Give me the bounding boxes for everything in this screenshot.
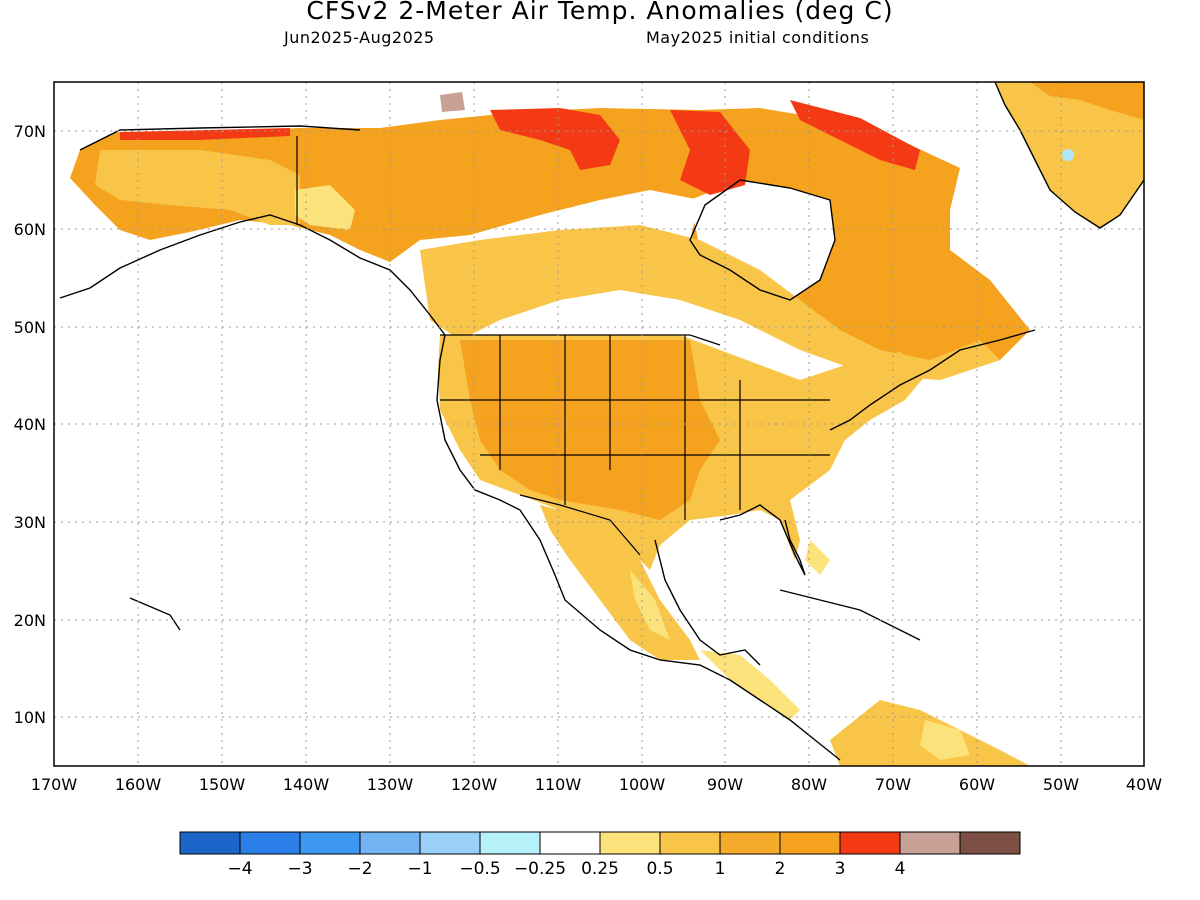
central-america-light (700, 650, 800, 720)
south-america-yellow (920, 720, 970, 760)
colorbar-swatch (839, 831, 901, 855)
graticule (54, 82, 1144, 766)
longitude-label: 80W (791, 775, 827, 794)
colorbar-label: −0.25 (514, 859, 566, 879)
initial-conditions: May2025 initial conditions (646, 28, 870, 47)
colorbar-swatch (479, 831, 541, 855)
latitude-label: 60N (14, 220, 46, 239)
longitude-label: 170W (31, 775, 78, 794)
latitude-label: 20N (14, 611, 46, 630)
alaska-yellow-patch (295, 185, 355, 230)
longitude-label: 70W (875, 775, 911, 794)
colorbar-label: 4 (895, 859, 906, 879)
longitude-label: 150W (199, 775, 246, 794)
colorbar-label: 0.5 (646, 859, 673, 879)
colorbar-label: −3 (287, 859, 312, 879)
arctic-red-islands (490, 108, 620, 170)
colorbar-swatch (719, 831, 781, 855)
colorbar-swatch (299, 831, 361, 855)
arctic-red-baffin (670, 110, 750, 195)
colorbar-swatch (239, 831, 301, 855)
hudson-bay (690, 180, 835, 300)
colorbar-swatch (179, 831, 241, 855)
colorbar: −4 −3 −2 −1 −0.5 −0.25 0.25 0.5 1 2 3 4 (179, 831, 1021, 879)
mexico-light-band (630, 570, 670, 640)
longitude-label: 50W (1043, 775, 1079, 794)
colorbar-swatch (419, 831, 481, 855)
latitude-label: 40N (14, 415, 46, 434)
colorbar-swatch (899, 831, 961, 855)
colorbar-label: −4 (227, 859, 252, 879)
longitude-labels: 170W 160W 150W 140W 130W 120W 110W 100W 90W 80W 70… (31, 775, 1162, 794)
longitude-label: 160W (115, 775, 162, 794)
arctic-pink-patch (440, 92, 465, 112)
colorbar-label: 2 (775, 859, 786, 879)
longitude-label: 120W (451, 775, 498, 794)
colorbar-swatch (659, 831, 721, 855)
latitude-label: 50N (14, 318, 46, 337)
longitude-label: 40W (1126, 775, 1162, 794)
longitude-label: 130W (367, 775, 414, 794)
colorbar-swatch (599, 831, 661, 855)
colorbar-label: −1 (407, 859, 432, 879)
map-title: CFSv2 2-Meter Air Temp. Anomalies (deg C… (306, 0, 894, 25)
colorbar-label: −2 (347, 859, 372, 879)
latitude-labels: 70N 60N 50N 40N 30N 20N 10N (14, 122, 46, 727)
latitude-label: 70N (14, 122, 46, 141)
canada-light-band (420, 225, 1000, 380)
forecast-period: Jun2025-Aug2025 (284, 28, 435, 47)
longitude-label: 110W (535, 775, 582, 794)
map-frame (53, 81, 1145, 767)
greenland-cool-spot (1062, 149, 1074, 161)
colorbar-label: −0.5 (459, 859, 500, 879)
colorbar-swatch (539, 831, 601, 855)
borders (296, 136, 830, 556)
caribbean-light (805, 540, 830, 575)
colorbar-label: 3 (835, 859, 846, 879)
latitude-label: 30N (14, 513, 46, 532)
colorbar-label: 0.25 (581, 859, 619, 879)
longitude-label: 100W (619, 775, 666, 794)
latitude-label: 10N (14, 708, 46, 727)
alaska-light-patch (95, 150, 300, 225)
arctic-red-west (120, 128, 290, 140)
coastlines (59, 82, 1144, 761)
colorbar-swatch (359, 831, 421, 855)
longitude-label: 60W (959, 775, 995, 794)
conus-west-orange (460, 340, 720, 520)
colorbar-swatch (959, 831, 1021, 855)
greenland-orange-coast (1030, 82, 1144, 120)
colorbar-label: 1 (715, 859, 726, 879)
longitude-label: 90W (707, 775, 743, 794)
arctic-red-north (790, 100, 920, 170)
colorbar-swatch (779, 831, 841, 855)
longitude-label: 140W (283, 775, 330, 794)
